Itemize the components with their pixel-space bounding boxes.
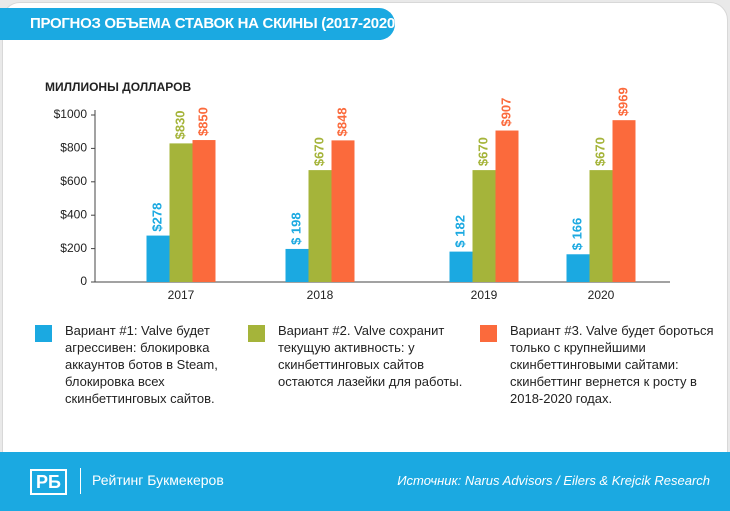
- value-label: $ 166: [569, 218, 584, 251]
- x-tick-label: 2018: [307, 288, 334, 302]
- legend-swatch: [480, 325, 497, 342]
- x-tick-label: 2019: [471, 288, 498, 302]
- y-tick-label: $600: [60, 174, 87, 188]
- bar: [308, 170, 332, 282]
- value-label: $848: [334, 107, 349, 136]
- separator: [80, 468, 81, 494]
- bar: [285, 248, 309, 282]
- source: Источник: Narus Advisors / Eilers & Krej…: [397, 473, 710, 488]
- bar: [331, 140, 355, 282]
- value-label: $ 182: [452, 215, 467, 248]
- x-tick-label: 2020: [588, 288, 615, 302]
- bar: [169, 143, 193, 282]
- y-tick-label: $1000: [54, 107, 88, 121]
- legend-swatch: [35, 325, 52, 342]
- value-label: $850: [195, 107, 210, 136]
- y-axis-label: МИЛЛИОНЫ ДОЛЛАРОВ: [45, 80, 191, 94]
- bar: [472, 170, 496, 282]
- y-tick-label: $200: [60, 241, 87, 255]
- bar: [192, 140, 216, 282]
- legend-swatch: [248, 325, 265, 342]
- footer: РБ Рейтинг Букмекеров Источник: Narus Ad…: [0, 452, 730, 511]
- legend-label: Вариант #2. Valve сохранит текущую актив…: [278, 323, 463, 389]
- chart: МИЛЛИОНЫ ДОЛЛАРОВ 0 $200 $400 $600 $800 $1000…: [45, 80, 670, 302]
- bar: [146, 235, 170, 282]
- value-label: $ 198: [288, 212, 303, 245]
- legend-label: Вариант #1: Valve будет агрессивен: блок…: [65, 323, 218, 406]
- bar: [449, 251, 473, 282]
- brand: Рейтинг Букмекеров: [92, 472, 224, 488]
- value-label: $670: [592, 137, 607, 166]
- value-label: $907: [498, 98, 513, 127]
- bar: [495, 130, 519, 282]
- value-label: $278: [149, 203, 164, 232]
- value-label: $969: [615, 87, 630, 116]
- y-tick-label: 0: [80, 274, 87, 288]
- y-tick-label: $400: [60, 207, 87, 221]
- bar: [566, 254, 590, 282]
- value-label: $830: [172, 110, 187, 139]
- y-tick-label: $800: [60, 141, 87, 155]
- chart-title: ПРОГНОЗ ОБЪЕМА СТАВОК НА СКИНЫ (2017-202…: [0, 8, 395, 64]
- legend-label: Вариант #3. Valve будет бороться только …: [510, 323, 714, 406]
- bar: [612, 120, 636, 282]
- value-label: $670: [475, 137, 490, 166]
- x-tick-label: 2017: [168, 288, 195, 302]
- logo: РБ: [30, 469, 67, 495]
- value-label: $670: [311, 137, 326, 166]
- bar: [589, 170, 613, 282]
